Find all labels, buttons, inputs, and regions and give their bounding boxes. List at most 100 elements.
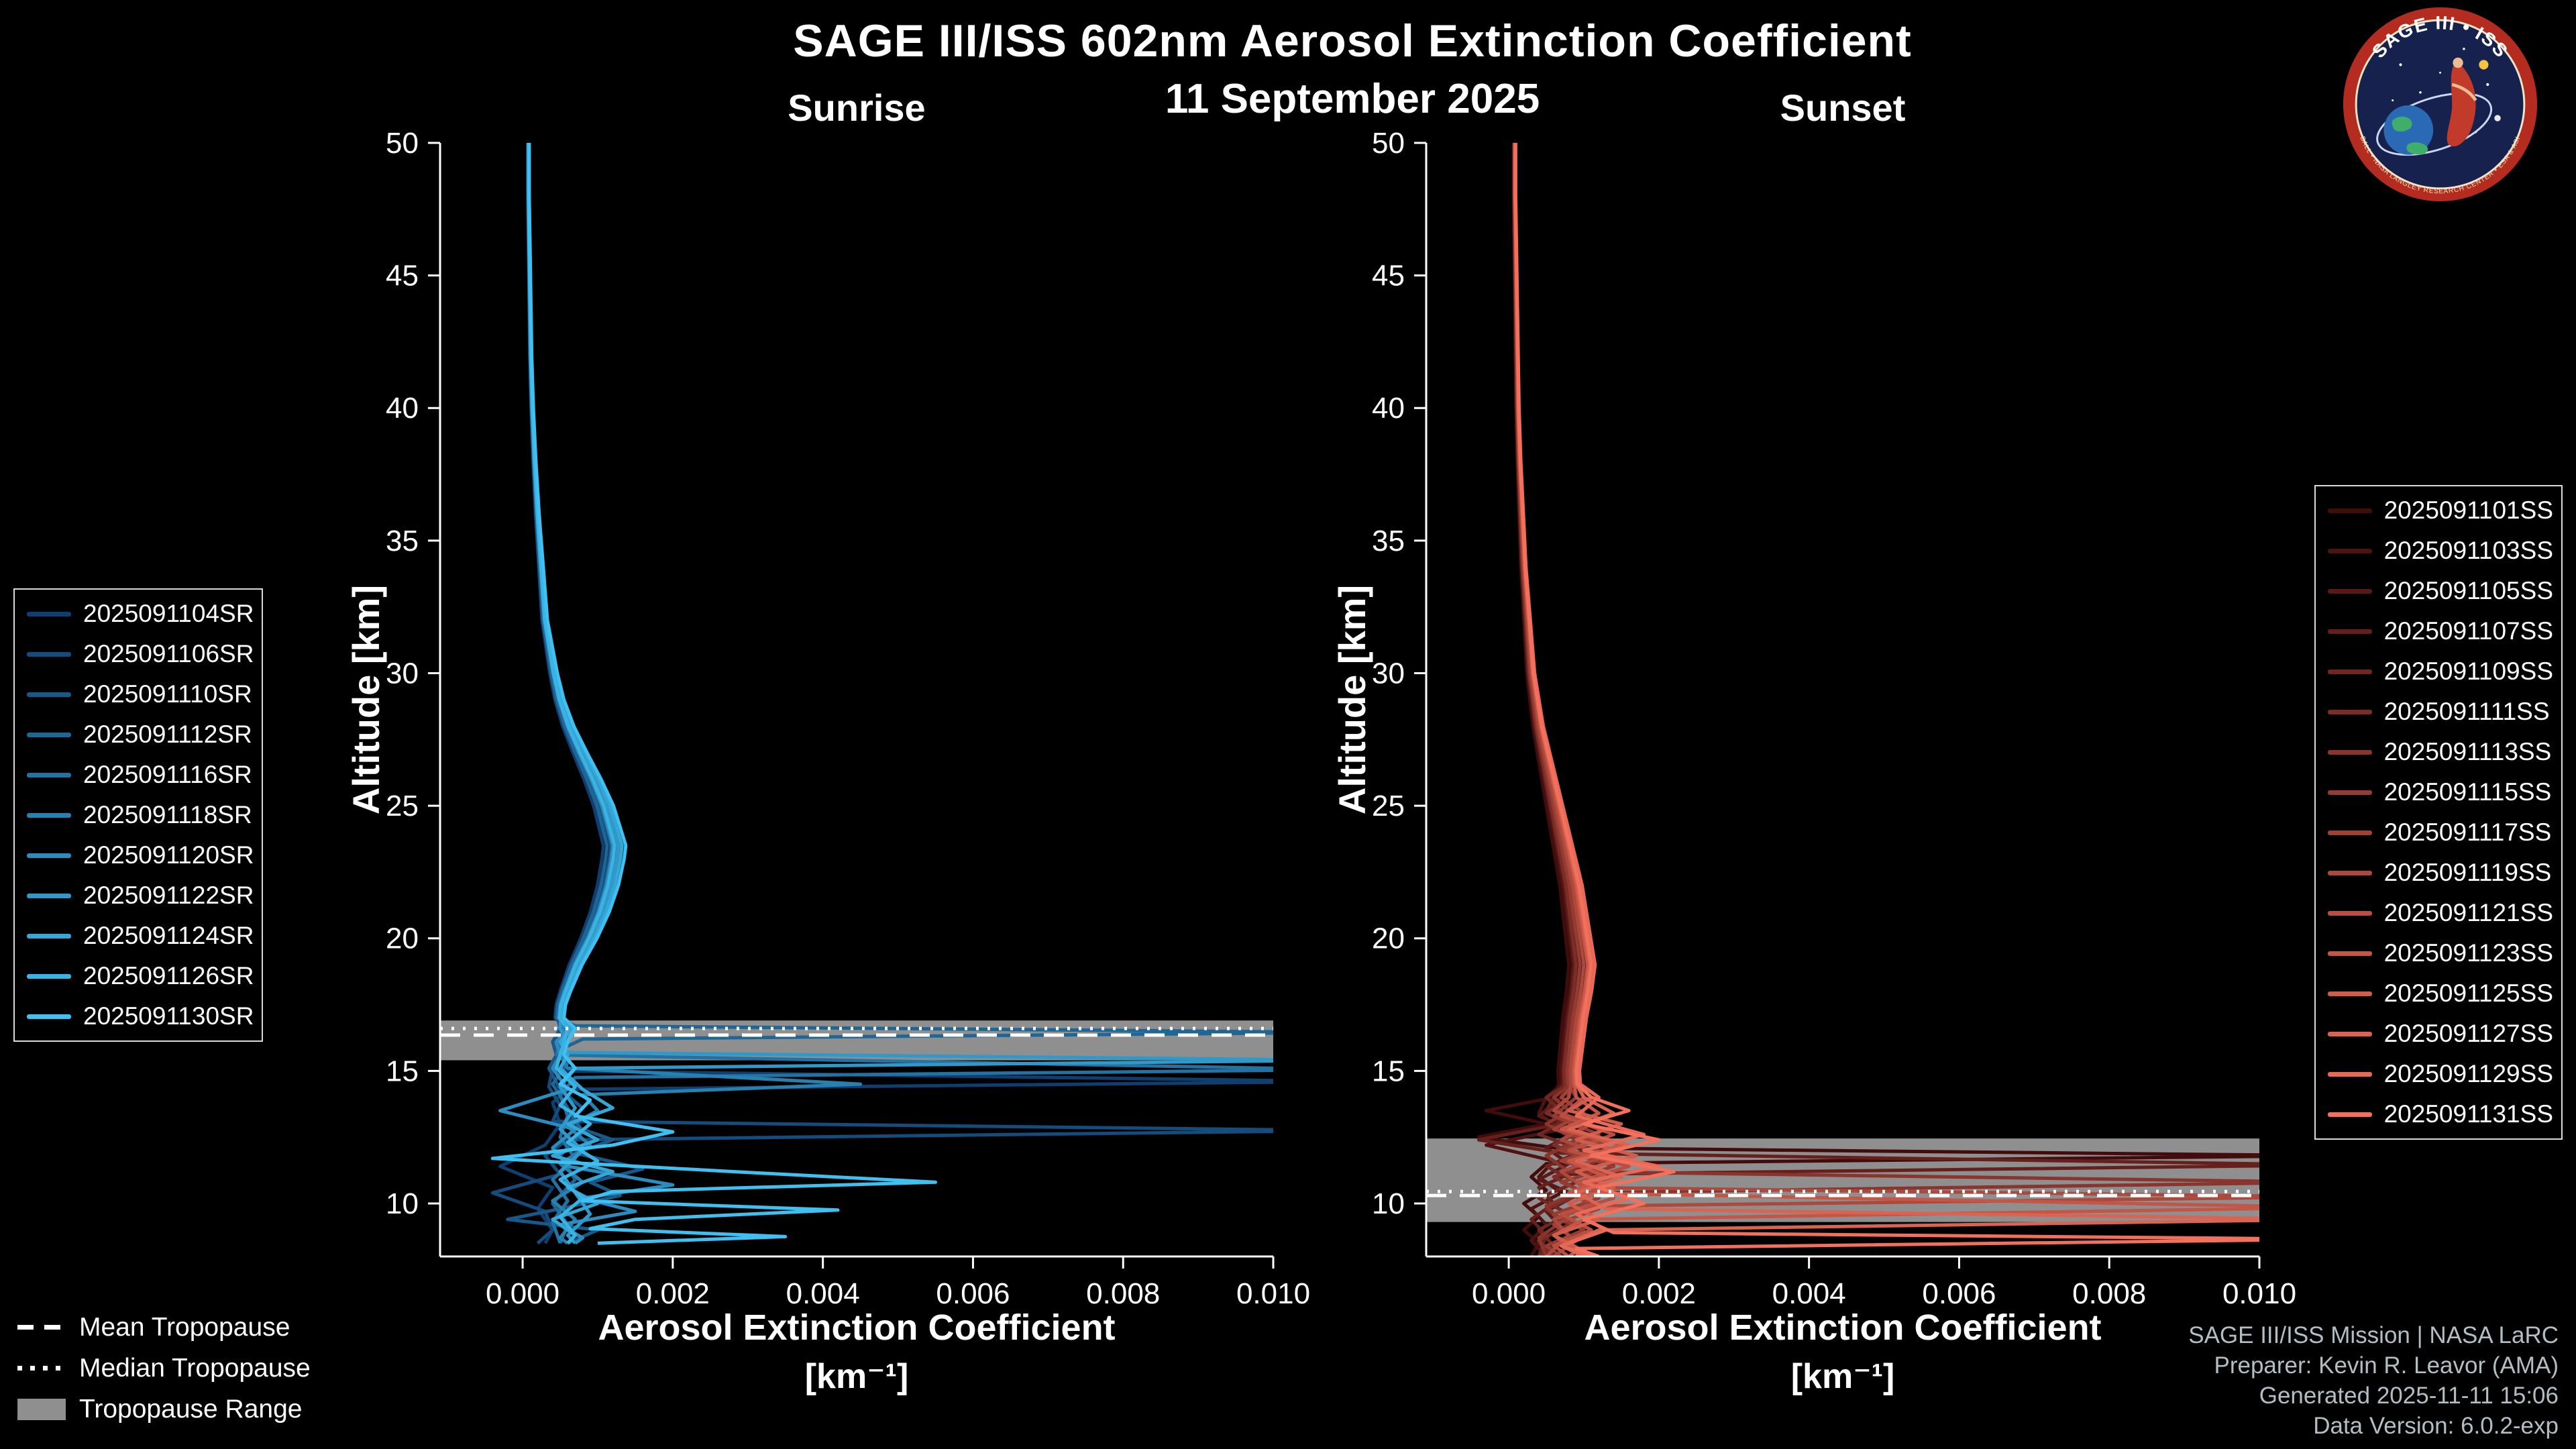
legend-label: 2025091119SS [2383,859,2552,886]
logo-figure-head [2453,57,2463,68]
x-tick-label: 0.010 [1236,1277,1310,1310]
y-tick-label: 40 [386,392,419,425]
dashed-line-sample [17,1325,66,1330]
legend-label: 2025091110SR [83,680,252,708]
legend-line-swatch [2327,669,2372,674]
legend-item: 2025091119SS [2324,853,2553,893]
y-tick-label: 15 [1372,1055,1405,1087]
median-tropopause-legend-item: Median Tropopause [17,1348,311,1389]
legend-label: 2025091127SS [2383,1020,2553,1047]
legend-label: 2025091116SR [83,761,252,788]
y-tick-label: 50 [1372,127,1405,160]
y-tick-label: 25 [1372,790,1405,822]
legend-label: 2025091131SS [2383,1100,2553,1128]
legend-line-swatch [27,812,71,818]
y-tick-label: 10 [1372,1187,1405,1220]
legend-line-swatch [2327,508,2372,513]
legend-label: 2025091125SS [2383,979,2553,1007]
legend-label: 2025091124SR [83,922,254,949]
legend-label: 2025091106SR [83,640,254,667]
y-tick-label: 20 [1372,922,1405,955]
legend-item: 2025091109SS [2324,651,2553,692]
legend-item: 2025091103SS [2324,531,2553,571]
y-tick-label: 30 [1372,657,1405,690]
legend-item: 2025091105SS [2324,571,2553,611]
legend-line-swatch [2327,910,2372,916]
legend-line-swatch [27,893,71,898]
tropopause-range-legend-item: Tropopause Range [17,1389,311,1430]
footer-generated: Generated 2025-11-11 15:06 [2259,1383,2559,1409]
legend-line-swatch [2327,830,2372,835]
legend-item: 2025091112SR [23,714,254,755]
sunset-x-axis-units: [km⁻¹] [1790,1357,1895,1396]
legend-line-swatch [2327,1112,2372,1117]
legend-item: 2025091131SS [2324,1094,2553,1134]
legend-line-swatch [27,853,71,858]
legend-item: 2025091110SR [23,674,254,714]
y-tick-label: 10 [386,1187,419,1220]
x-tick-label: 0.002 [636,1277,710,1310]
logo-stars [2392,48,2489,133]
mean-tropopause-label: Mean Tropopause [79,1312,290,1342]
figure-date: 11 September 2025 [1165,76,1540,122]
median-tropopause-label: Median Tropopause [79,1353,311,1383]
legend-line-swatch [2327,548,2372,553]
y-tick-label: 45 [386,260,419,292]
gray-band-sample [17,1398,66,1420]
sunrise-panel-title: Sunrise [788,87,926,129]
legend-line-swatch [2327,1071,2372,1077]
legend-line-swatch [2327,951,2372,956]
profile-line [1513,143,2259,1256]
legend-label: 2025091104SR [83,600,254,627]
legend-item: 2025091118SR [23,795,254,835]
x-tick-label: 0.004 [1772,1277,1846,1310]
y-tick-label: 35 [1372,525,1405,557]
legend-item: 2025091121SS [2324,893,2553,933]
profile-line [1477,143,2259,1256]
dotted-line-sample [17,1366,66,1371]
legend-item: 2025091104SR [23,594,254,634]
legend-item: 2025091125SS [2324,973,2553,1014]
x-tick-label: 0.004 [786,1277,860,1310]
figure-title: SAGE III/ISS 602nm Aerosol Extinction Co… [793,15,1912,66]
legend-line-swatch [27,611,71,616]
legend-label: 2025091121SS [2383,899,2553,926]
footer-data-version: Data Version: 6.0.2-exp [2313,1413,2559,1439]
x-tick-label: 0.008 [2072,1277,2146,1310]
legend-label: 2025091105SS [2383,577,2553,604]
mean-tropopause-legend-item: Mean Tropopause [17,1307,311,1348]
y-tick-label: 25 [386,790,419,822]
y-tick-label: 15 [386,1055,419,1087]
footer-preparer: Preparer: Kevin R. Leavor (AMA) [2214,1352,2559,1379]
x-tick-label: 0.006 [1922,1277,1996,1310]
legend-item: 2025091116SR [23,755,254,795]
legend-line-swatch [27,772,71,777]
footer-mission: SAGE III/ISS Mission | NASA LaRC [2188,1322,2559,1348]
legend-item: 2025091130SR [23,996,254,1036]
legend-item: 2025091111SS [2324,692,2553,732]
legend-label: 2025091109SS [2383,657,2553,685]
legend-line-swatch [2327,870,2372,875]
sunrise-legend: 2025091104SR 2025091106SR 2025091110SR 2025… [13,588,264,1042]
legend-line-swatch [2327,1031,2372,1036]
y-tick-label: 50 [386,127,419,160]
sunset-x-axis-label: Aerosol Extinction Coefficient [1584,1307,2102,1348]
sunset-y-axis-label: Altitude [km] [1331,584,1373,815]
profile-line [1477,143,2259,1256]
profile-line [1513,143,2259,1256]
legend-label: 2025091122SR [83,881,254,909]
legend-label: 2025091123SS [2383,939,2553,967]
profile-line [1513,143,2259,1256]
profile-line [490,143,937,1245]
legend-line-swatch [27,973,71,979]
legend-line-swatch [27,1014,71,1019]
legend-item: 2025091117SS [2324,812,2553,853]
tropopause-legend: Mean Tropopause Median Tropopause Tropop… [17,1307,311,1430]
legend-item: 2025091126SR [23,956,254,996]
y-tick-label: 35 [386,525,419,557]
legend-line-swatch [2327,629,2372,634]
profile-line [1513,143,2259,1256]
legend-label: 2025091101SS [2383,496,2553,524]
sunrise-x-axis-label: Aerosol Extinction Coefficient [598,1307,1116,1348]
